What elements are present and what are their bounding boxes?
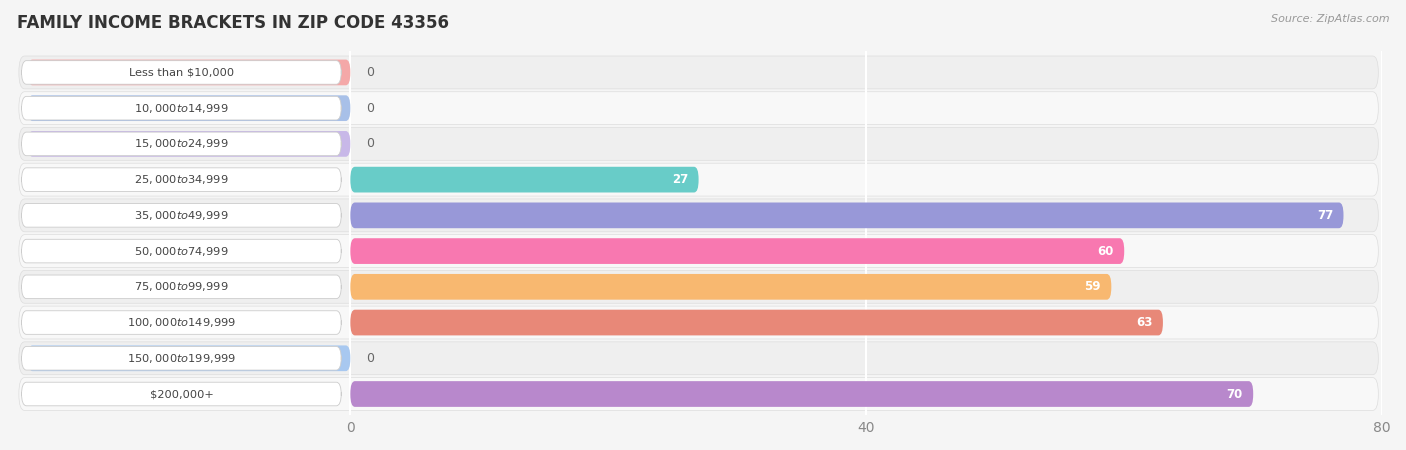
Text: 0: 0 — [366, 102, 374, 115]
Text: Source: ZipAtlas.com: Source: ZipAtlas.com — [1271, 14, 1389, 23]
Text: 63: 63 — [1136, 316, 1153, 329]
FancyBboxPatch shape — [350, 167, 699, 193]
FancyBboxPatch shape — [21, 382, 342, 406]
FancyBboxPatch shape — [18, 234, 1378, 267]
FancyBboxPatch shape — [18, 342, 1378, 375]
FancyBboxPatch shape — [28, 59, 350, 86]
Text: $10,000 to $14,999: $10,000 to $14,999 — [134, 102, 229, 115]
Text: $200,000+: $200,000+ — [149, 389, 214, 399]
Text: 0: 0 — [366, 137, 374, 150]
Text: 0: 0 — [366, 66, 374, 79]
FancyBboxPatch shape — [21, 96, 342, 120]
FancyBboxPatch shape — [21, 203, 342, 227]
FancyBboxPatch shape — [18, 92, 1378, 125]
FancyBboxPatch shape — [18, 163, 1378, 196]
Text: 70: 70 — [1226, 387, 1243, 400]
Text: $75,000 to $99,999: $75,000 to $99,999 — [134, 280, 229, 293]
Text: 0: 0 — [366, 352, 374, 365]
FancyBboxPatch shape — [21, 311, 342, 334]
FancyBboxPatch shape — [18, 270, 1378, 303]
FancyBboxPatch shape — [350, 238, 1125, 264]
FancyBboxPatch shape — [350, 202, 1344, 228]
Text: $35,000 to $49,999: $35,000 to $49,999 — [134, 209, 229, 222]
Text: $150,000 to $199,999: $150,000 to $199,999 — [127, 352, 236, 365]
FancyBboxPatch shape — [18, 306, 1378, 339]
FancyBboxPatch shape — [21, 275, 342, 299]
FancyBboxPatch shape — [18, 127, 1378, 160]
FancyBboxPatch shape — [21, 239, 342, 263]
FancyBboxPatch shape — [350, 381, 1253, 407]
Text: FAMILY INCOME BRACKETS IN ZIP CODE 43356: FAMILY INCOME BRACKETS IN ZIP CODE 43356 — [17, 14, 449, 32]
FancyBboxPatch shape — [18, 378, 1378, 410]
Text: 77: 77 — [1317, 209, 1333, 222]
FancyBboxPatch shape — [350, 274, 1111, 300]
Text: 59: 59 — [1084, 280, 1101, 293]
FancyBboxPatch shape — [18, 56, 1378, 89]
FancyBboxPatch shape — [18, 199, 1378, 232]
FancyBboxPatch shape — [350, 310, 1163, 335]
Text: $15,000 to $24,999: $15,000 to $24,999 — [134, 137, 229, 150]
Text: $50,000 to $74,999: $50,000 to $74,999 — [134, 245, 229, 257]
Text: $25,000 to $34,999: $25,000 to $34,999 — [134, 173, 229, 186]
Text: Less than $10,000: Less than $10,000 — [129, 68, 233, 77]
FancyBboxPatch shape — [28, 346, 350, 371]
Text: 60: 60 — [1098, 245, 1114, 257]
FancyBboxPatch shape — [21, 132, 342, 156]
FancyBboxPatch shape — [21, 61, 342, 84]
FancyBboxPatch shape — [21, 168, 342, 191]
Text: $100,000 to $149,999: $100,000 to $149,999 — [127, 316, 236, 329]
FancyBboxPatch shape — [28, 131, 350, 157]
FancyBboxPatch shape — [21, 346, 342, 370]
FancyBboxPatch shape — [28, 95, 350, 121]
Text: 27: 27 — [672, 173, 689, 186]
